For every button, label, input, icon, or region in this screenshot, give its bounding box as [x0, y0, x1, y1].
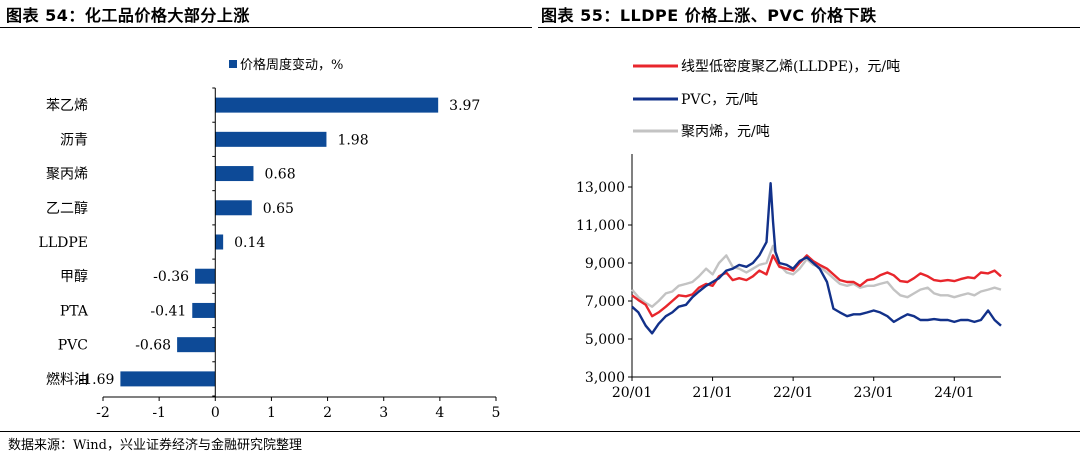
value-label: 0.68 [264, 167, 295, 183]
bar-chart: 价格周度变动，% 苯乙烯 3.97 沥青 1.98 聚丙烯 0.68 乙二醇 0.65 LLDPE… [39, 57, 501, 421]
category-label: 沥青 [60, 132, 88, 148]
y-tick-label: 7,000 [585, 294, 625, 310]
source-note: 数据来源：Wind，兴业证券经济与金融研究院整理 [8, 438, 302, 453]
value-label: -0.41 [150, 303, 186, 319]
category-label: 苯乙烯 [46, 97, 88, 114]
left-title-rule [0, 27, 532, 28]
x-tick-label: 3 [379, 405, 388, 421]
category-label: PTA [60, 303, 89, 319]
series-line [631, 181, 1002, 335]
value-label: -0.68 [135, 338, 171, 354]
value-label: 1.98 [337, 132, 368, 148]
series-line [631, 254, 1002, 318]
x-tick-label: 23/01 [854, 385, 894, 401]
x-tick-label: 2 [323, 405, 332, 421]
bar [215, 234, 224, 250]
x-tick-label: -1 [152, 405, 166, 421]
legend-label: PVC，元/吨 [681, 92, 758, 108]
x-tick-label: 0 [211, 405, 220, 421]
bar [120, 371, 216, 387]
x-tick-label: 20/01 [612, 385, 652, 401]
category-label: 燃料油 [46, 371, 88, 388]
category-label: 乙二醇 [46, 200, 88, 217]
category-label: 聚丙烯 [46, 167, 88, 183]
x-tick-label: 1 [267, 405, 276, 421]
value-label: 0.14 [234, 235, 265, 251]
value-label: -1.69 [78, 372, 114, 388]
category-label: 甲醇 [60, 268, 88, 285]
y-tick-label: 3,000 [585, 370, 625, 386]
bar [192, 302, 216, 318]
category-label: PVC [58, 338, 88, 354]
legend-label: 线型低密度聚乙烯(LLDPE)，元/吨 [681, 58, 900, 75]
bar [195, 268, 216, 284]
category-label: LLDPE [39, 235, 88, 251]
y-tick-label: 5,000 [585, 332, 625, 348]
legend-swatch [229, 60, 237, 68]
value-label: 0.65 [263, 201, 294, 217]
legend-label: 价格周度变动，% [240, 57, 343, 73]
value-label: 3.97 [449, 98, 480, 114]
bar [215, 166, 254, 182]
x-tick-label: 4 [435, 405, 444, 421]
bar [215, 200, 252, 216]
footer-rule [0, 431, 1080, 432]
x-tick-label: 5 [492, 405, 501, 421]
right-chart-title: 图表 55：LLDPE 价格上涨、PVC 价格下跌 [541, 6, 877, 25]
y-tick-label: 13,000 [576, 180, 625, 196]
x-tick-label: -2 [96, 405, 110, 421]
series-line [631, 244, 1002, 308]
bar [215, 131, 327, 147]
x-tick-label: 21/01 [692, 385, 732, 401]
bar [215, 97, 439, 113]
x-tick-label: 22/01 [773, 385, 813, 401]
left-chart-title: 图表 54：化工品价格大部分上涨 [6, 6, 250, 25]
x-tick-label: 24/01 [934, 385, 974, 401]
right-title-rule [538, 27, 1080, 28]
y-tick-label: 9,000 [585, 256, 625, 272]
bar [177, 337, 216, 353]
value-label: -0.36 [153, 269, 189, 285]
y-tick-label: 11,000 [576, 218, 625, 234]
legend-label: 聚丙烯，元/吨 [681, 124, 770, 140]
